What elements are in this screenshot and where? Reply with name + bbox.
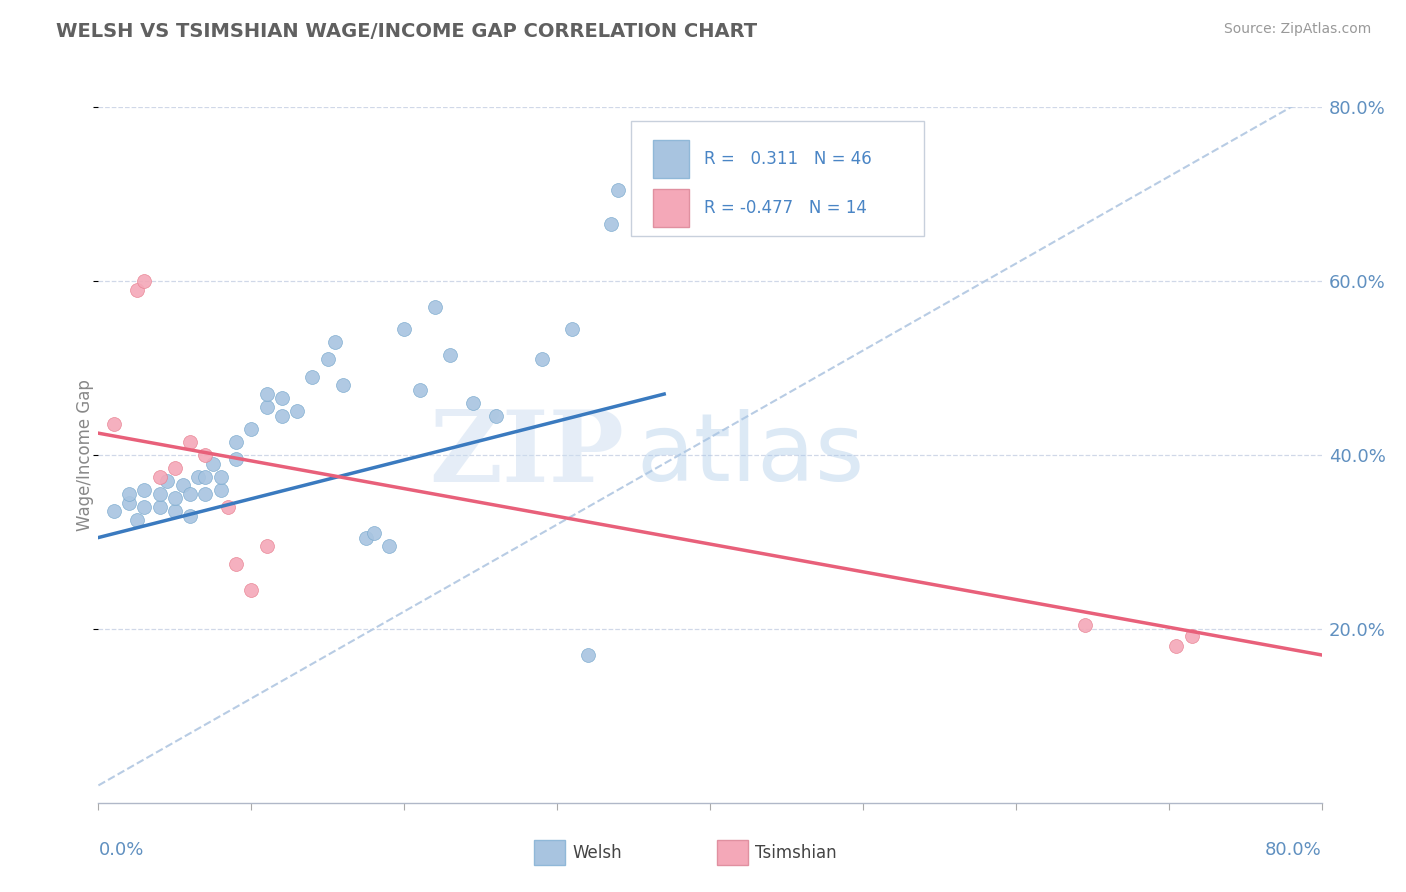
Text: Tsimshian: Tsimshian — [755, 844, 837, 862]
Point — [125, 283, 148, 297]
Point — [202, 457, 225, 471]
Point — [163, 461, 186, 475]
Point — [194, 469, 217, 483]
Point — [256, 539, 278, 553]
Text: Welsh: Welsh — [572, 844, 621, 862]
Point — [256, 400, 278, 414]
Point — [149, 500, 172, 514]
Text: Source: ZipAtlas.com: Source: ZipAtlas.com — [1223, 22, 1371, 37]
FancyBboxPatch shape — [630, 121, 924, 235]
Point — [408, 383, 430, 397]
Point — [332, 378, 354, 392]
Point — [363, 526, 385, 541]
Point — [103, 417, 125, 432]
Point — [270, 392, 292, 406]
Point — [285, 404, 308, 418]
Point — [1166, 639, 1188, 653]
Text: atlas: atlas — [637, 409, 865, 501]
Point — [561, 322, 583, 336]
FancyBboxPatch shape — [652, 189, 689, 227]
Point — [194, 448, 217, 462]
Point — [194, 487, 217, 501]
Point — [156, 474, 179, 488]
Point — [172, 478, 194, 492]
Point — [134, 274, 156, 288]
Point — [1073, 617, 1095, 632]
Text: 0.0%: 0.0% — [98, 841, 143, 859]
Point — [599, 218, 621, 232]
Point — [256, 387, 278, 401]
Point — [301, 369, 323, 384]
Point — [1181, 629, 1204, 643]
Point — [378, 539, 401, 553]
Point — [316, 352, 339, 367]
Point — [225, 434, 247, 449]
Point — [240, 582, 263, 597]
Point — [530, 352, 553, 367]
Point — [149, 469, 172, 483]
Point — [134, 483, 156, 497]
Point — [179, 434, 201, 449]
Point — [423, 300, 446, 314]
FancyBboxPatch shape — [652, 140, 689, 178]
Text: 80.0%: 80.0% — [1265, 841, 1322, 859]
Text: R =   0.311   N = 46: R = 0.311 N = 46 — [704, 150, 872, 169]
Point — [209, 469, 232, 483]
Point — [179, 487, 201, 501]
Point — [118, 496, 141, 510]
Y-axis label: Wage/Income Gap: Wage/Income Gap — [76, 379, 94, 531]
Point — [439, 348, 461, 362]
Point — [240, 422, 263, 436]
Point — [134, 500, 156, 514]
Point — [485, 409, 508, 423]
Text: R = -0.477   N = 14: R = -0.477 N = 14 — [704, 199, 866, 217]
Point — [325, 334, 347, 349]
Point — [179, 508, 201, 523]
Point — [607, 183, 630, 197]
Point — [118, 487, 141, 501]
Point — [149, 487, 172, 501]
Point — [576, 648, 599, 662]
Point — [209, 483, 232, 497]
Point — [163, 504, 186, 518]
Point — [392, 322, 416, 336]
Point — [217, 500, 239, 514]
Point — [225, 557, 247, 571]
Point — [461, 396, 484, 410]
Point — [125, 513, 148, 527]
Point — [187, 469, 209, 483]
Point — [225, 452, 247, 467]
Text: WELSH VS TSIMSHIAN WAGE/INCOME GAP CORRELATION CHART: WELSH VS TSIMSHIAN WAGE/INCOME GAP CORRE… — [56, 22, 758, 41]
Text: ZIP: ZIP — [429, 407, 624, 503]
Point — [163, 491, 186, 506]
Point — [354, 531, 377, 545]
Point — [103, 504, 125, 518]
Point — [270, 409, 292, 423]
